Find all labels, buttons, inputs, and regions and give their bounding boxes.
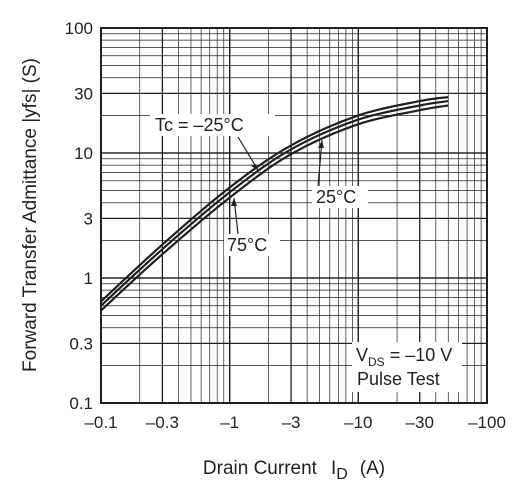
x-axis-label: Drain Current [203, 458, 318, 479]
label-75c-bg [224, 234, 280, 256]
x-axis-title: Drain Current ID (A) [203, 458, 385, 483]
label-75c-arrow [231, 198, 237, 206]
y-tick-label: 100 [65, 19, 93, 38]
tc-label-leader [237, 136, 259, 171]
pulse-test-label: Pulse Test [357, 369, 440, 389]
tc-label: Tc = –25°C [155, 115, 244, 135]
y-tick-label: 10 [74, 144, 93, 163]
series-line-75c [100, 104, 449, 312]
y-tick-label: 1 [84, 269, 93, 288]
x-axis-symbol: I [331, 458, 336, 479]
series-line-25c [100, 100, 449, 307]
x-tick-label: –0.3 [146, 413, 179, 432]
tc-label-arrow [251, 164, 258, 170]
tc-label-bg [150, 114, 275, 136]
series-line-minus25c [100, 96, 449, 303]
vds-value: = –10 V [385, 345, 453, 365]
x-tick-labels: –0.1 –0.3 –1 –3 –10 –30 –100 [84, 413, 505, 432]
label-25c-bg [312, 186, 368, 208]
y-tick-labels: 0.1 0.3 1 3 10 30 100 [65, 19, 93, 413]
label-25c: 25°C [316, 187, 356, 207]
y-tick-label: 3 [84, 209, 93, 228]
y-axis-title: Forward Transfer Admittance |yfs| (S) [20, 58, 41, 372]
vds-subscript: DS [368, 355, 385, 369]
y-tick-label: 30 [74, 84, 93, 103]
x-axis-symbol-sub: D [336, 466, 348, 483]
label-25c-arrow [318, 140, 324, 148]
y-tick-label: 0.1 [69, 394, 93, 413]
x-tick-label: –30 [406, 413, 434, 432]
test-conditions-bg [352, 342, 462, 392]
plot-frame [100, 27, 488, 404]
x-tick-label: –100 [468, 413, 506, 432]
x-tick-label: –1 [220, 413, 239, 432]
x-tick-label: –3 [282, 413, 301, 432]
series-group [100, 96, 449, 312]
y-tick-label: 0.3 [69, 334, 93, 353]
x-tick-label: –10 [344, 413, 372, 432]
vds-symbol: V [356, 345, 368, 365]
label-75c: 75°C [227, 235, 267, 255]
x-axis-unit: (A) [360, 458, 385, 479]
x-tick-label: –0.1 [84, 413, 117, 432]
vds-label: VDS = –10 V [356, 345, 452, 369]
